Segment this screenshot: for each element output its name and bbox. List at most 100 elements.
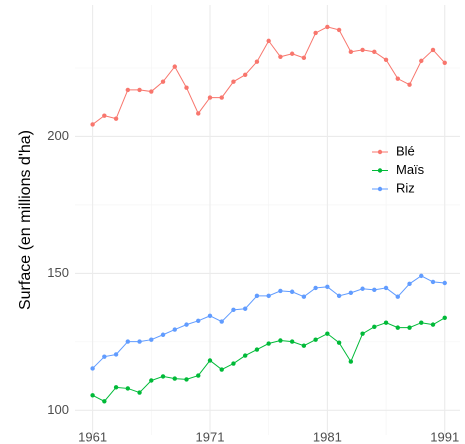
data-point <box>172 64 177 69</box>
data-point <box>348 49 354 55</box>
data-point <box>125 87 131 93</box>
data-point <box>313 30 318 36</box>
data-point <box>430 279 436 285</box>
data-point <box>196 373 201 378</box>
data-point <box>336 293 342 299</box>
data-point <box>149 337 154 342</box>
y-axis-title: Surface (en millions d'ha) <box>17 130 34 310</box>
data-point <box>207 313 213 319</box>
data-point <box>325 284 330 290</box>
data-point <box>372 287 377 293</box>
data-point <box>172 376 177 381</box>
data-point <box>231 79 236 84</box>
data-point <box>90 366 95 371</box>
data-point <box>348 359 354 364</box>
data-point <box>137 87 142 93</box>
data-point <box>313 285 318 291</box>
data-point <box>289 339 295 344</box>
data-point <box>419 320 424 325</box>
legend-dot <box>377 186 383 192</box>
data-point <box>383 285 389 291</box>
data-point <box>278 54 283 59</box>
data-point <box>360 47 365 53</box>
data-point <box>184 85 189 90</box>
data-point <box>278 288 283 294</box>
data-point <box>407 82 412 87</box>
data-point <box>90 122 95 127</box>
data-point <box>149 378 154 383</box>
legend-text: Blé <box>396 143 415 158</box>
data-point <box>360 331 365 336</box>
data-point <box>172 327 177 332</box>
data-point <box>184 377 189 382</box>
data-point <box>442 60 447 65</box>
data-point <box>419 273 424 279</box>
legend-text: Maïs <box>396 162 425 177</box>
data-point <box>301 294 307 299</box>
x-tick-label: 1961 <box>78 429 107 444</box>
data-point <box>266 341 271 346</box>
data-point <box>407 281 412 287</box>
x-tick-label: 1971 <box>196 429 225 444</box>
legend-dot <box>377 168 383 173</box>
data-point <box>395 76 400 81</box>
data-point <box>383 57 389 62</box>
data-point <box>336 340 342 345</box>
data-point <box>360 286 365 291</box>
data-point <box>113 385 119 390</box>
data-point <box>372 324 377 330</box>
data-point <box>325 24 330 30</box>
data-point <box>160 79 166 84</box>
x-tick-label: 1981 <box>313 429 342 444</box>
y-tick-label: 100 <box>47 402 69 417</box>
data-point <box>125 386 131 391</box>
data-point <box>125 339 131 344</box>
y-tick-label: 200 <box>47 128 69 143</box>
data-point <box>278 338 283 343</box>
data-point <box>254 59 260 64</box>
data-point <box>242 72 248 78</box>
y-tick-label: 150 <box>47 265 69 280</box>
legend-dot <box>377 149 383 155</box>
data-point <box>160 332 166 337</box>
data-point <box>254 347 260 352</box>
data-point <box>242 353 248 358</box>
data-point <box>102 354 107 359</box>
data-point <box>313 337 318 342</box>
data-point <box>219 95 224 100</box>
data-point <box>289 289 295 294</box>
data-point <box>207 358 213 363</box>
data-point <box>348 290 354 296</box>
data-point <box>137 390 142 395</box>
x-tick-label: 1991 <box>430 429 459 444</box>
data-point <box>231 307 236 313</box>
data-point <box>90 393 95 398</box>
data-point <box>430 47 436 53</box>
data-point <box>149 89 154 94</box>
data-point <box>372 49 377 55</box>
data-point <box>137 339 142 344</box>
data-point <box>102 399 107 404</box>
data-point <box>395 325 400 330</box>
data-point <box>113 352 119 357</box>
legend-text: Riz <box>396 180 415 195</box>
data-point <box>336 27 342 33</box>
data-point <box>419 58 424 64</box>
data-point <box>160 374 166 379</box>
data-point <box>196 318 201 323</box>
data-point <box>430 322 436 327</box>
data-point <box>442 280 447 286</box>
data-point <box>325 331 330 336</box>
data-point <box>231 361 236 366</box>
data-point <box>289 51 295 56</box>
data-point <box>219 367 224 372</box>
data-point <box>242 306 248 311</box>
data-point <box>395 294 400 299</box>
data-point <box>254 293 260 299</box>
data-point <box>102 113 107 118</box>
data-point <box>266 293 271 299</box>
data-point <box>407 325 412 330</box>
data-point <box>442 315 447 320</box>
data-point <box>196 111 201 116</box>
